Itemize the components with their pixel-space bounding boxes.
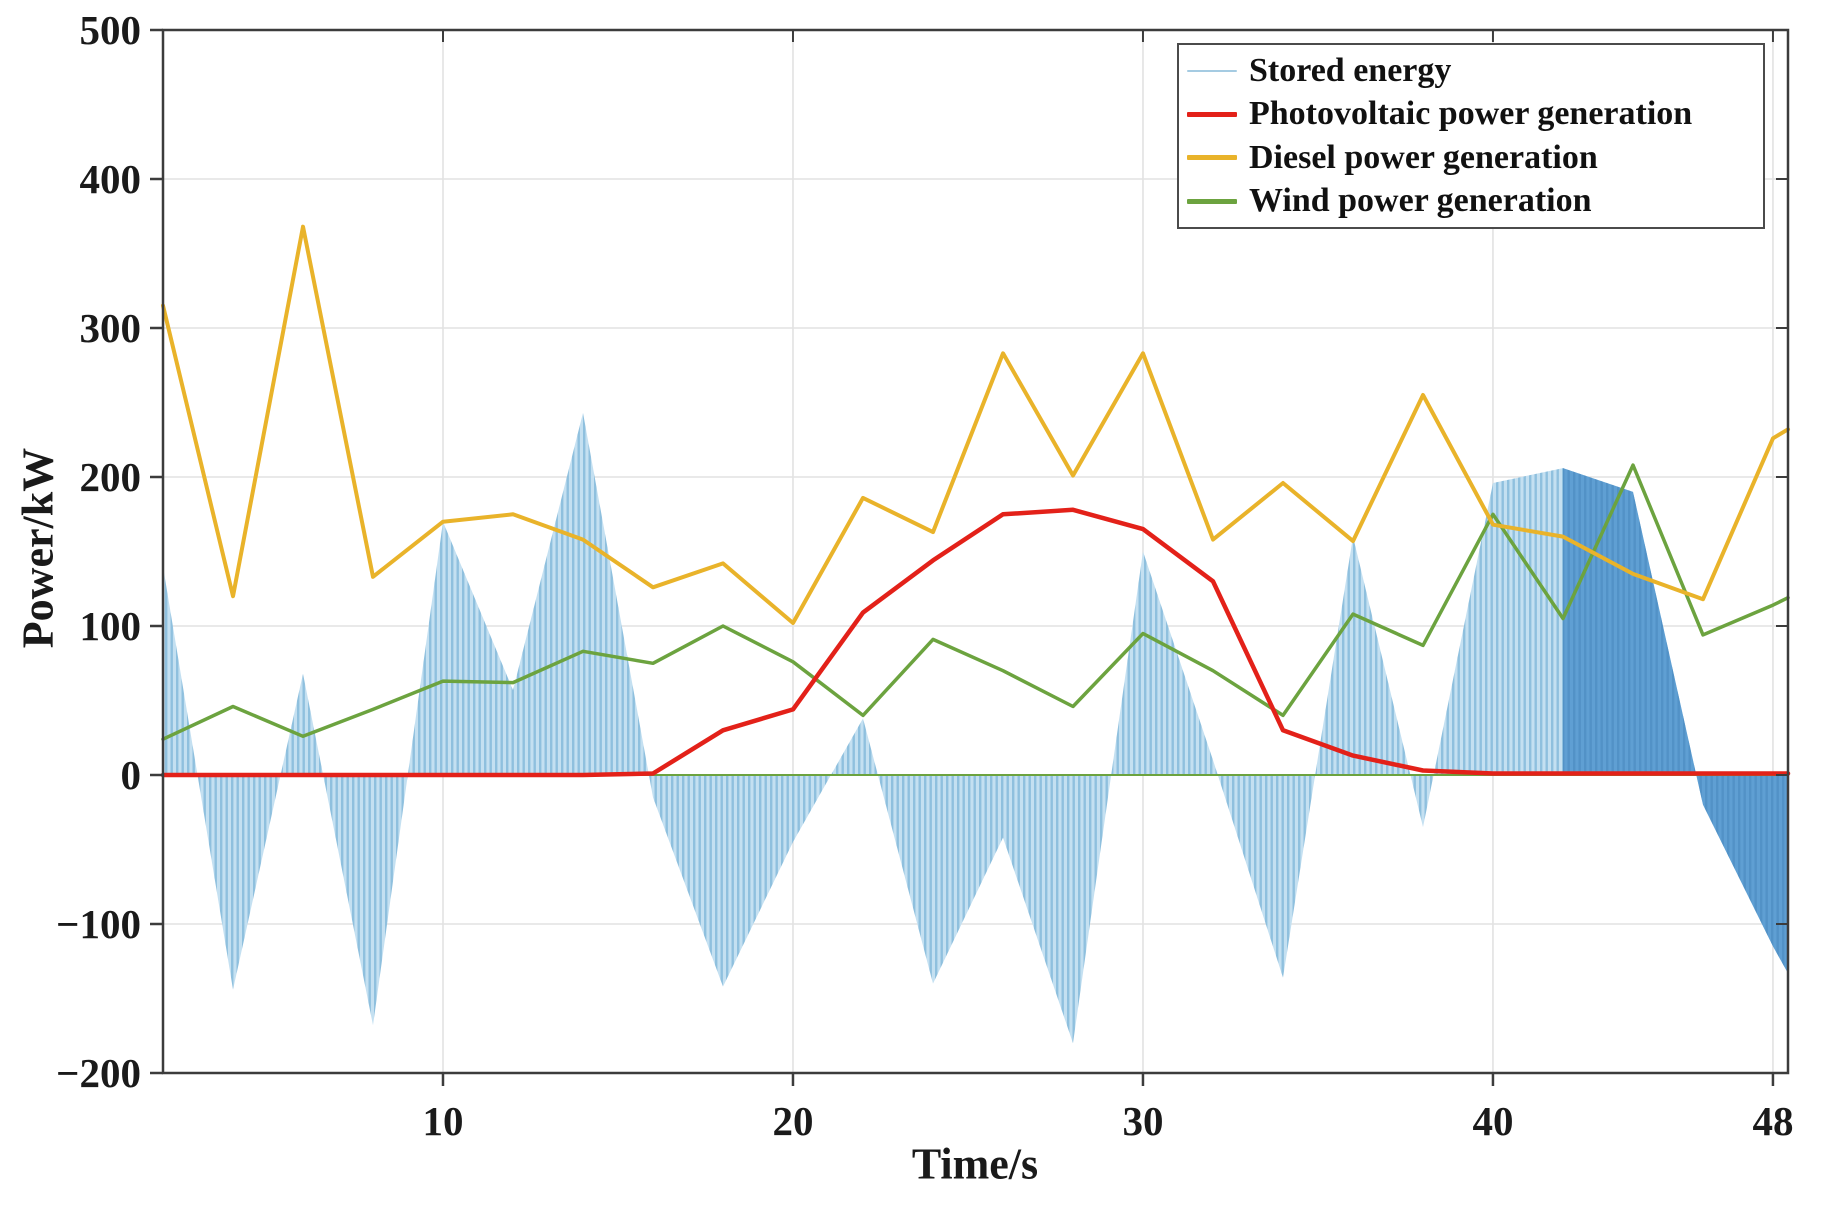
stored-energy-area-dark — [1563, 468, 1697, 776]
legend-label: Wind power generation — [1249, 182, 1592, 220]
stored-energy-area — [163, 412, 1788, 1044]
photovoltaic-power-generation-line — [160, 507, 1791, 778]
x-tick-label: 48 — [1752, 1098, 1793, 1144]
y-tick-label: 100 — [80, 603, 142, 649]
wind-line-swatch — [1187, 198, 1237, 204]
legend: Stored energy Photovoltaic power generat… — [1177, 43, 1765, 229]
x-tick-label: 30 — [1122, 1098, 1163, 1144]
legend-item-stored-energy: Stored energy — [1187, 50, 1763, 92]
legend-label: Diesel power generation — [1249, 138, 1598, 176]
y-tick-label: 500 — [80, 7, 142, 53]
legend-label: Stored energy — [1249, 51, 1452, 89]
x-tick-label: 40 — [1472, 1098, 1513, 1144]
legend-item-diesel: Diesel power generation — [1187, 137, 1763, 179]
legend-item-photovoltaic: Photovoltaic power generation — [1187, 93, 1763, 135]
x-axis-label: Time/s — [911, 1139, 1039, 1189]
y-tick-label: 300 — [80, 305, 142, 351]
y-tick-label: 0 — [121, 752, 142, 798]
x-tick-label: 20 — [772, 1098, 813, 1144]
y-tick-label: −100 — [56, 901, 141, 947]
y-tick-label: 400 — [80, 156, 142, 202]
y-axis-label: Power/kW — [13, 447, 63, 649]
legend-label: Photovoltaic power generation — [1249, 95, 1693, 133]
legend-item-wind: Wind power generation — [1187, 180, 1763, 222]
y-tick-label: −200 — [56, 1050, 141, 1096]
photovoltaic-line-swatch — [1187, 111, 1237, 117]
plot-box — [161, 28, 1790, 1075]
stored-energy-area-dark — [1696, 775, 1788, 974]
stored-energy-line-swatch — [1187, 69, 1237, 72]
diesel-line-swatch — [1187, 155, 1237, 161]
diesel-power-generation-line — [161, 224, 1790, 625]
x-tick-label: 10 — [422, 1098, 463, 1144]
wind-power-generation-line — [161, 463, 1790, 741]
y-tick-label: 200 — [80, 454, 142, 500]
